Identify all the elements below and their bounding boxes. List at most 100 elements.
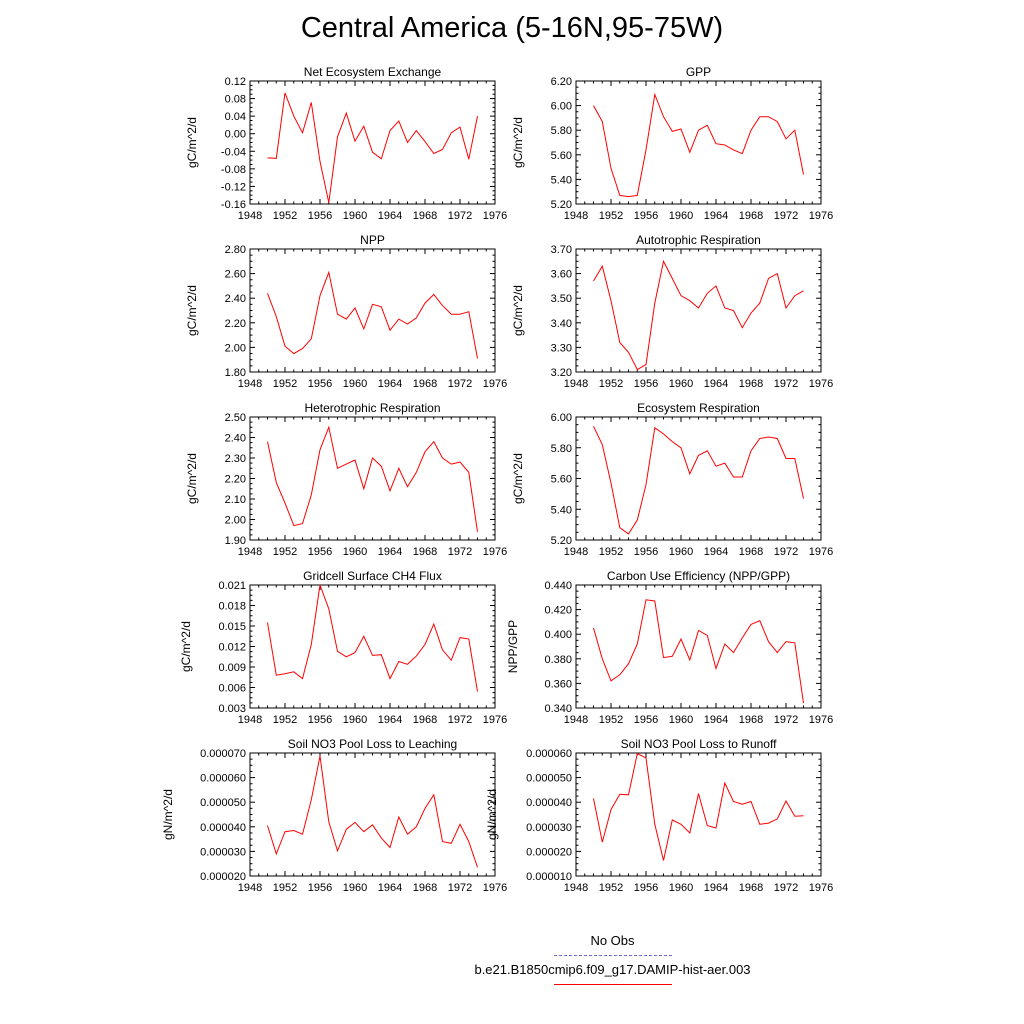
y-tick-label: 0.340	[544, 703, 572, 715]
x-tick-label: 1956	[308, 378, 332, 390]
x-tick-label: 1960	[669, 882, 693, 894]
panel-title: Carbon Use Efficiency (NPP/GPP)	[607, 569, 790, 583]
x-tick-label: 1960	[343, 210, 367, 222]
x-tick-label: 1972	[774, 714, 798, 726]
y-tick-label: 3.70	[551, 244, 572, 256]
legend-obs-label: No Obs	[590, 933, 635, 948]
x-tick-label: 1948	[564, 546, 588, 558]
x-tick-label: 1952	[273, 882, 297, 894]
series-line	[267, 755, 478, 868]
y-tick-label: 0.420	[544, 605, 572, 617]
series-line	[593, 599, 804, 704]
x-tick-label: 1972	[448, 546, 472, 558]
y-tick-label: 0.00	[225, 129, 246, 141]
x-tick-label: 1960	[343, 546, 367, 558]
panel-title: Gridcell Surface CH4 Flux	[303, 569, 442, 583]
y-tick-label: 2.20	[225, 318, 246, 330]
y-tick-label: 0.021	[218, 580, 246, 592]
x-tick-label: 1952	[599, 210, 623, 222]
y-tick-label: 1.80	[225, 367, 246, 379]
x-tick-label: 1948	[564, 210, 588, 222]
x-tick-label: 1956	[634, 378, 658, 390]
x-tick-label: 1960	[343, 378, 367, 390]
y-tick-label: 6.00	[551, 412, 572, 424]
x-tick-label: 1952	[599, 714, 623, 726]
y-tick-label: -0.08	[221, 164, 246, 176]
legend-obs-line	[554, 955, 672, 956]
x-tick-label: 1952	[273, 378, 297, 390]
y-tick-label: 2.50	[225, 412, 246, 424]
series-line	[267, 584, 478, 692]
y-tick-label: 5.80	[551, 125, 572, 137]
y-tick-label: 3.20	[551, 367, 572, 379]
y-tick-label: 1.90	[225, 535, 246, 547]
y-tick-label: 0.000010	[526, 871, 572, 883]
y-tick-label: 5.60	[551, 474, 572, 486]
y-tick-label: -0.16	[221, 199, 246, 211]
x-tick-label: 1964	[378, 546, 402, 558]
y-tick-label: 2.10	[225, 494, 246, 506]
y-axis-label: gN/m^2/d	[161, 789, 175, 840]
y-tick-label: 5.80	[551, 443, 572, 455]
y-tick-label: 0.000020	[526, 846, 572, 858]
x-tick-label: 1968	[413, 546, 437, 558]
y-tick-label: 2.60	[225, 269, 246, 281]
x-tick-label: 1952	[273, 546, 297, 558]
x-tick-label: 1976	[483, 378, 507, 390]
x-tick-label: 1968	[739, 546, 763, 558]
series-line	[267, 270, 478, 359]
panel-title: Heterotrophic Respiration	[304, 401, 440, 415]
panel-title: Soil NO3 Pool Loss to Leaching	[288, 737, 457, 751]
y-tick-label: 0.000040	[526, 797, 572, 809]
y-tick-label: -0.04	[221, 146, 246, 158]
y-tick-label: 0.018	[218, 601, 246, 613]
y-axis-label: gC/m^2/d	[511, 285, 525, 336]
panel-frame	[249, 752, 496, 877]
x-tick-label: 1964	[378, 882, 402, 894]
series-line	[593, 425, 804, 535]
x-tick-label: 1948	[564, 378, 588, 390]
x-tick-label: 1964	[704, 210, 728, 222]
y-tick-label: 0.08	[225, 94, 246, 106]
x-tick-label: 1972	[448, 714, 472, 726]
x-tick-label: 1976	[483, 546, 507, 558]
y-tick-label: 0.440	[544, 580, 572, 592]
y-tick-label: 0.12	[225, 76, 246, 88]
x-tick-label: 1968	[413, 714, 437, 726]
y-tick-label: 0.000030	[526, 822, 572, 834]
series-line	[593, 92, 804, 198]
x-tick-label: 1968	[739, 378, 763, 390]
x-tick-label: 1968	[739, 882, 763, 894]
y-tick-label: 0.400	[544, 629, 572, 641]
series-line	[593, 752, 804, 861]
y-tick-label: 0.000060	[200, 773, 246, 785]
series-line	[267, 425, 478, 532]
legend-model-label: b.e21.B1850cmip6.f09_g17.DAMIP-hist-aer.…	[474, 962, 751, 977]
x-tick-label: 1964	[704, 378, 728, 390]
x-tick-label: 1976	[809, 714, 833, 726]
panel-title: NPP	[360, 233, 385, 247]
y-axis-label: NPP/GPP	[506, 620, 520, 673]
x-tick-label: 1976	[809, 546, 833, 558]
x-tick-label: 1952	[599, 882, 623, 894]
x-tick-label: 1948	[238, 714, 262, 726]
x-tick-label: 1960	[343, 714, 367, 726]
y-tick-label: 5.40	[551, 174, 572, 186]
panel-title: GPP	[686, 65, 711, 79]
series-line	[267, 92, 478, 203]
x-tick-label: 1976	[483, 210, 507, 222]
y-axis-label: gC/m^2/d	[185, 117, 199, 168]
x-tick-label: 1972	[774, 378, 798, 390]
y-tick-label: 2.00	[225, 515, 246, 527]
x-tick-label: 1964	[704, 714, 728, 726]
x-tick-label: 1956	[634, 546, 658, 558]
x-tick-label: 1964	[378, 714, 402, 726]
y-tick-label: 3.60	[551, 269, 572, 281]
x-tick-label: 1964	[378, 378, 402, 390]
y-tick-label: 2.40	[225, 433, 246, 445]
y-tick-label: 0.000070	[200, 748, 246, 760]
y-tick-label: -0.12	[221, 181, 246, 193]
y-tick-label: 0.015	[218, 621, 246, 633]
y-tick-label: 5.60	[551, 150, 572, 162]
y-tick-label: 6.20	[551, 76, 572, 88]
